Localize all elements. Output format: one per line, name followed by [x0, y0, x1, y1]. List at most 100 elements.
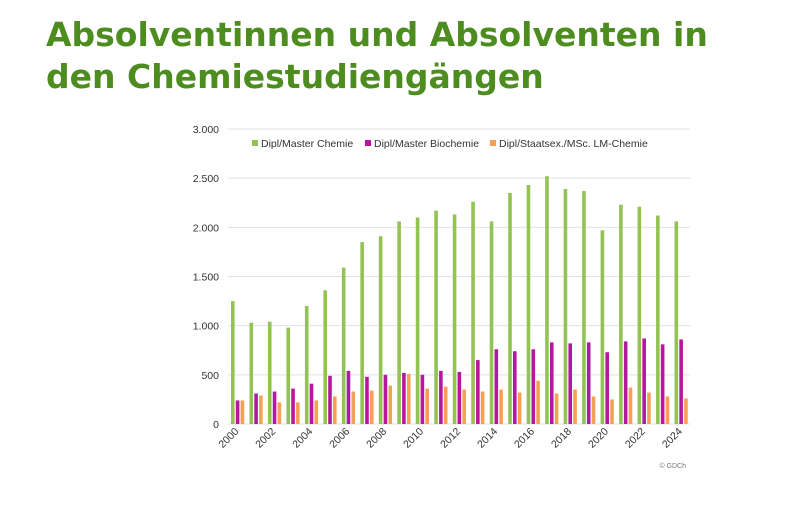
bar [369, 390, 374, 424]
bar [309, 383, 314, 424]
x-tick-label: 2006 [327, 426, 352, 451]
bar [341, 267, 346, 424]
bar [684, 398, 688, 424]
bar [333, 396, 337, 424]
bars [231, 176, 688, 424]
legend-swatch [490, 140, 496, 146]
y-axis: 0 500 1.000 1.500 2.000 2.500 3.000 [193, 124, 219, 431]
bar [499, 389, 503, 424]
bar [582, 190, 586, 424]
bar [267, 321, 272, 424]
page-title: Absolventinnen und Absolventen in den Ch… [46, 15, 708, 96]
bar [471, 201, 475, 424]
bar [272, 391, 277, 424]
bar [415, 217, 420, 424]
bar [476, 360, 480, 424]
x-tick-label: 2002 [253, 426, 278, 451]
y-tick-label: 0 [213, 419, 219, 431]
bar [517, 392, 522, 424]
bar [591, 396, 596, 424]
legend-swatch [365, 140, 371, 146]
legend: Dipl/Master Chemie Dipl/Master Biochemie D… [252, 138, 648, 150]
bar [554, 393, 559, 424]
bar [605, 352, 609, 424]
bar [489, 221, 494, 424]
y-tick-label: 3.000 [193, 124, 219, 136]
bar [452, 214, 457, 424]
bar [383, 374, 388, 424]
x-tick-label: 2004 [290, 426, 315, 451]
bar [457, 371, 462, 424]
bar [254, 393, 258, 424]
bar [346, 370, 351, 424]
x-tick-label: 2010 [401, 426, 426, 451]
bar [610, 399, 614, 424]
bar [314, 400, 319, 424]
bar [586, 342, 591, 424]
y-tick-label: 500 [201, 370, 219, 382]
bar [360, 242, 364, 424]
bar [378, 236, 383, 424]
bar [549, 342, 554, 424]
bar [508, 192, 512, 424]
bar [647, 392, 651, 424]
x-tick-label: 2018 [549, 426, 574, 451]
bar [462, 389, 466, 424]
bar [259, 395, 263, 424]
bar [656, 215, 660, 424]
bar [249, 322, 254, 424]
bar [494, 349, 499, 424]
bar [277, 402, 282, 424]
bar [425, 388, 429, 424]
bar [563, 188, 568, 424]
bar [388, 385, 393, 424]
bar [365, 376, 369, 424]
bar [235, 400, 240, 424]
y-tick-label: 1.500 [193, 272, 219, 284]
bar [439, 370, 443, 424]
bar [397, 221, 401, 424]
bar [402, 372, 406, 424]
bar [665, 396, 670, 424]
y-tick-label: 1.000 [193, 321, 219, 333]
x-tick-label: 2022 [623, 426, 648, 451]
bar [642, 338, 646, 424]
x-axis: 2000 2002 2004 2006 2008 2010 2012 2014 2016 2018… [216, 426, 685, 451]
bar [623, 341, 628, 424]
bar [231, 301, 235, 424]
y-tick-label: 2.500 [193, 173, 219, 185]
x-tick-label: 2024 [660, 426, 685, 451]
x-tick-label: 2014 [475, 426, 500, 451]
bar [600, 230, 605, 424]
x-tick-label: 2000 [216, 426, 241, 451]
bar [286, 327, 291, 424]
bar [637, 206, 642, 424]
bar [526, 185, 531, 424]
legend-label: Dipl/Master Chemie [261, 138, 353, 150]
bar [443, 386, 448, 424]
bar [679, 339, 683, 424]
bar [513, 351, 517, 424]
bar [619, 204, 623, 424]
bar [323, 290, 327, 424]
bar [480, 391, 485, 424]
bar [536, 380, 540, 424]
bar [420, 374, 425, 424]
bar [240, 400, 245, 424]
legend-swatch [252, 140, 258, 146]
bar [304, 306, 309, 424]
x-tick-label: 2008 [364, 426, 389, 451]
bar [351, 391, 356, 424]
y-tick-label: 2.000 [193, 222, 219, 234]
bar [573, 389, 577, 424]
bar [545, 176, 549, 424]
bar [531, 349, 536, 424]
credit-label: © GDCh [659, 462, 686, 470]
bar [291, 388, 295, 424]
x-tick-label: 2012 [438, 426, 463, 451]
bar [568, 343, 573, 424]
bar [434, 210, 438, 424]
legend-label: Dipl/Staatsex./MSc. LM-Chemie [499, 138, 648, 150]
bar [628, 387, 633, 424]
